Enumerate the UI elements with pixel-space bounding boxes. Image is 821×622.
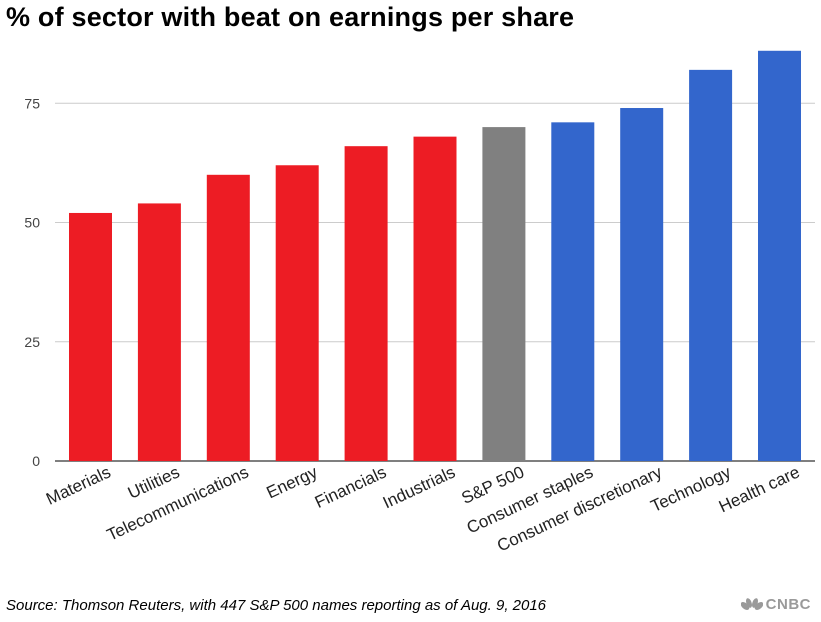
bar xyxy=(551,122,595,461)
x-tick-label: Industrials xyxy=(380,462,458,512)
bar xyxy=(69,212,112,461)
source-note: Source: Thomson Reuters, with 447 S&P 50… xyxy=(6,597,547,614)
y-tick-label: 0 xyxy=(32,453,40,469)
x-tick-label: Financials xyxy=(312,462,389,512)
bar xyxy=(620,108,664,462)
bar xyxy=(482,127,526,461)
bar xyxy=(137,203,181,462)
bar xyxy=(413,136,457,461)
y-tick-label: 75 xyxy=(24,95,40,111)
x-tick-label: Materials xyxy=(43,462,114,508)
peacock-icon xyxy=(740,597,763,610)
logo-text: CNBC xyxy=(765,596,811,613)
cnbc-logo: CNBC xyxy=(740,596,811,613)
bar xyxy=(689,69,733,462)
bar xyxy=(344,146,388,461)
y-tick-label: 25 xyxy=(24,334,40,350)
y-tick-label: 50 xyxy=(24,215,40,231)
bar xyxy=(275,165,319,461)
chart-title: % of sector with beat on earnings per sh… xyxy=(6,2,575,32)
bar xyxy=(758,50,801,461)
bar xyxy=(206,174,250,462)
